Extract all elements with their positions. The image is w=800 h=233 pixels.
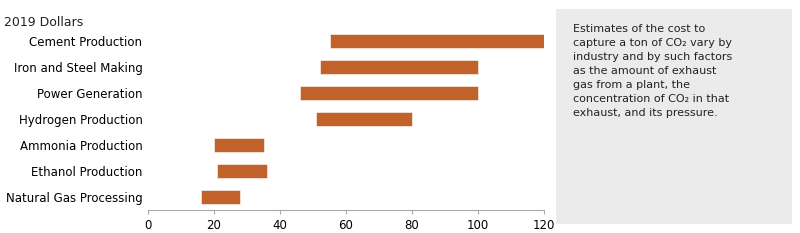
Text: Estimates of the cost to
capture a ton of CO₂ vary by
industry and by such facto: Estimates of the cost to capture a ton o… bbox=[573, 24, 732, 118]
Bar bbox=[300, 86, 478, 100]
Bar bbox=[316, 112, 412, 126]
Text: 2019 Dollars: 2019 Dollars bbox=[4, 16, 83, 29]
FancyBboxPatch shape bbox=[556, 9, 792, 224]
Bar bbox=[214, 138, 263, 152]
Bar bbox=[320, 60, 478, 74]
Bar bbox=[218, 164, 267, 178]
Bar bbox=[330, 34, 544, 48]
Bar bbox=[201, 190, 240, 204]
